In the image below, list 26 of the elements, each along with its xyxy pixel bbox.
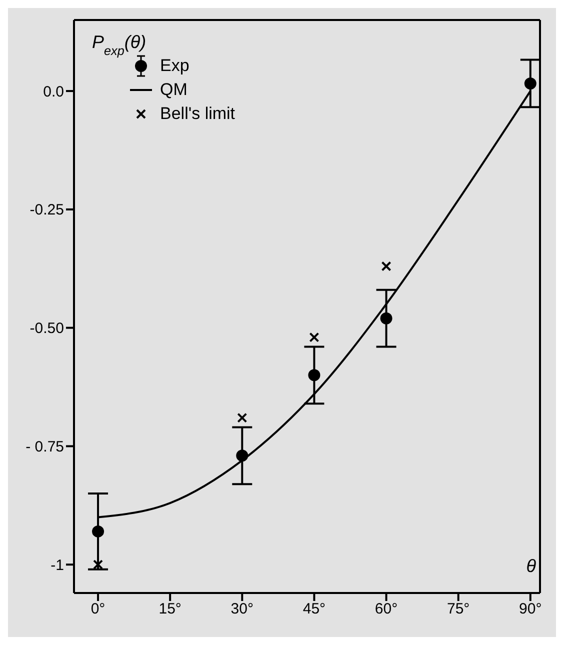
x-tick-label: 0° <box>90 600 106 618</box>
y-tick-label: -0.25 <box>30 202 64 219</box>
point <box>237 412 248 423</box>
y-tick-label: -1 <box>50 556 64 574</box>
x-tick-label: 60° <box>374 600 398 618</box>
point <box>93 560 104 570</box>
legend-label: Exp <box>160 56 190 76</box>
point <box>524 77 536 90</box>
x-tick-label: 30° <box>230 600 254 618</box>
x-tick-label: 75° <box>446 600 470 618</box>
point <box>236 450 248 462</box>
y-tick-label: - 0.75 <box>26 438 64 456</box>
point <box>308 369 320 382</box>
y-tick-label: 0.0 <box>43 83 64 100</box>
x-tick-label: 45° <box>302 600 326 618</box>
x-tick-label: 90° <box>519 600 542 618</box>
legend-label: Bell's limit <box>160 104 236 124</box>
legend-label: QM <box>160 80 188 100</box>
x-tick-label: 15° <box>158 600 182 618</box>
point <box>381 261 392 272</box>
point <box>309 332 320 342</box>
point <box>92 525 104 538</box>
point <box>380 312 392 324</box>
y-axis-title: P$_{exp}$(θ) <box>92 32 146 58</box>
y-tick-label: -0.50 <box>30 320 64 338</box>
x-axis-title: θ <box>526 556 536 576</box>
